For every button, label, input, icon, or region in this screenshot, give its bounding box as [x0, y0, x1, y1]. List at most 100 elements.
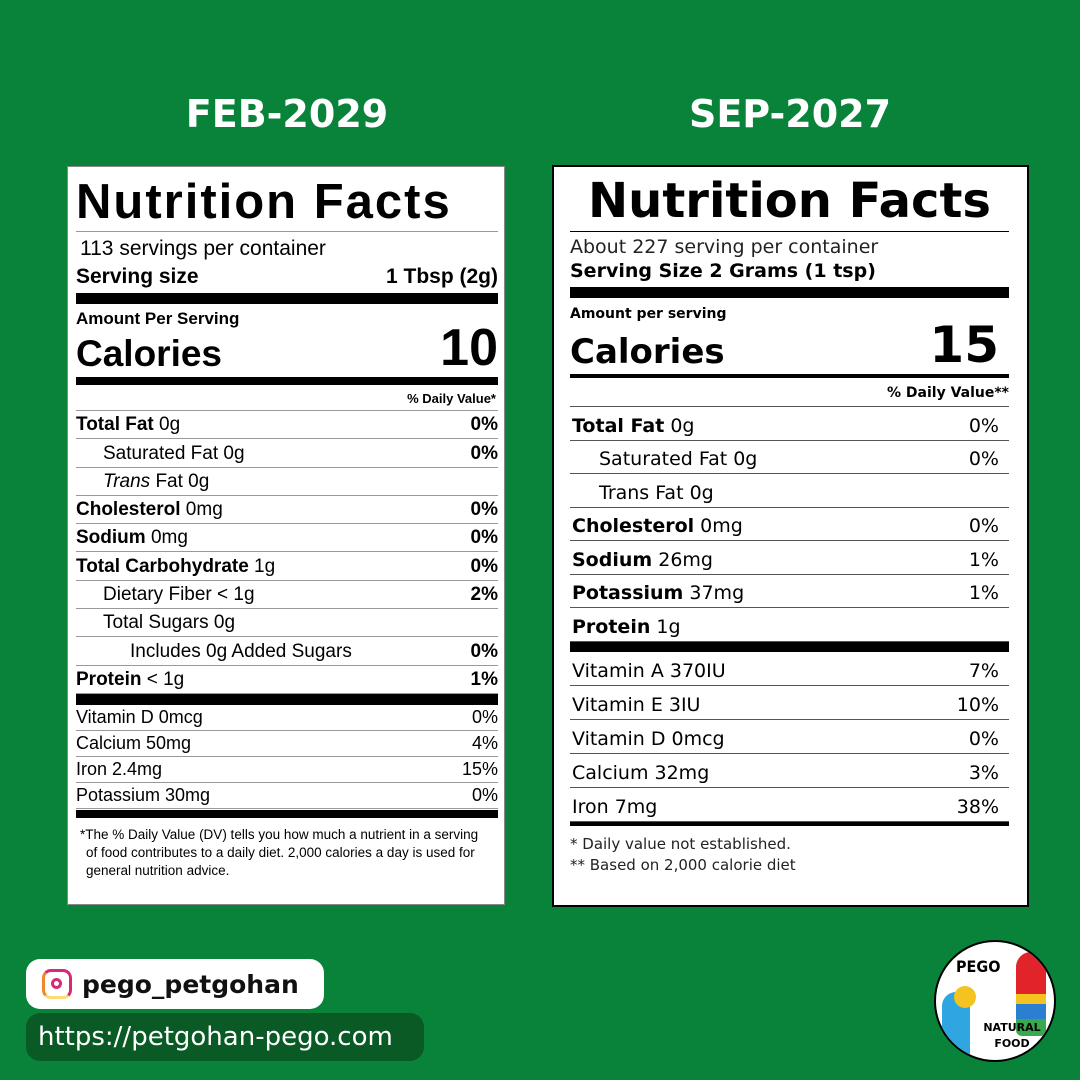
vitamin-name: Vitamin E 3IU	[572, 693, 701, 716]
nutrient-name: Protein	[76, 668, 142, 690]
calories-label: Calories	[570, 332, 725, 372]
nutrient-row: Total Carbohydrate 1g 0%	[76, 552, 498, 581]
serving-size: Serving Size 2 Grams (1 tsp)	[570, 260, 876, 282]
nutrient-row: Total Fat 0g 0%	[570, 407, 1009, 441]
right-nutrition-label: Nutrition Facts About 227 serving per co…	[552, 165, 1029, 907]
vitamin-name: Potassium 30mg	[76, 784, 211, 805]
nutrient-amount: 0mg	[180, 499, 223, 521]
nutrient-row: Includes 0g Added Sugars 0%	[76, 637, 498, 666]
vitamin-row: Calcium 50mg 4%	[76, 731, 498, 757]
nutrient-row: Total Sugars 0g	[76, 609, 498, 638]
nutrient-amount: 0g	[153, 414, 181, 436]
daily-value: 0%	[471, 706, 498, 727]
nutrient-row: Dietary Fiber < 1g 2%	[76, 581, 498, 610]
label-title: Nutrition Facts	[570, 171, 1009, 232]
nutrient-row: Cholesterol 0mg 0%	[76, 496, 498, 525]
nutrient-amount: Includes 0g Added Sugars	[130, 640, 352, 662]
daily-value: 0%	[470, 527, 498, 549]
nutrient-name: Sodium	[76, 527, 146, 549]
daily-value: 0%	[968, 515, 999, 537]
daily-value: 4%	[471, 732, 498, 753]
amount-per-serving: Amount per serving	[570, 306, 727, 322]
nutrient-amount: Saturated Fat 0g	[103, 442, 245, 464]
daily-value: 0%	[470, 555, 498, 577]
nutrient-name: Cholesterol	[572, 515, 695, 537]
vitamin-name: Vitamin A 370IU	[572, 659, 726, 682]
nutrient-amount: 0mg	[145, 527, 188, 549]
daily-value: 3%	[968, 761, 999, 784]
nutrient-amount: 0g	[664, 414, 695, 437]
nutrient-row: Potassium 37mg 1%	[570, 575, 1009, 608]
daily-value: 1%	[968, 582, 999, 604]
nutrient-amount: Trans Fat 0g	[599, 481, 714, 504]
instagram-handle[interactable]: pego_petgohan	[26, 959, 324, 1009]
vitamin-name: Iron 7mg	[572, 795, 658, 818]
nutrient-row: Sodium 26mg 1%	[570, 541, 1009, 575]
daily-value: 10%	[956, 693, 999, 716]
daily-value: 15%	[461, 758, 498, 779]
label-title: Nutrition Facts	[76, 173, 498, 232]
vitamin-row: Iron 7mg 38%	[570, 788, 1009, 822]
nutrient-amount: 0mg	[694, 515, 743, 537]
servings-per-container: 113 servings per container	[80, 237, 326, 260]
daily-value: 0%	[968, 448, 999, 470]
calories-label: Calories	[76, 333, 223, 374]
nutrient-amount: 26mg	[652, 548, 713, 571]
pego-logo: PEGO NATURAL FOOD	[934, 940, 1056, 1062]
nutrient-name: Total Fat	[76, 414, 154, 436]
nutrient-name: Total Carbohydrate	[76, 555, 249, 577]
vitamin-name: Calcium 32mg	[572, 761, 710, 784]
serving-size-value: 1 Tbsp (2g)	[385, 265, 498, 288]
left-date: FEB-2029	[185, 92, 389, 136]
right-date: SEP-2027	[688, 92, 892, 136]
dv-header: % Daily Value*	[76, 385, 498, 411]
nutrient-amount: Total Sugars 0g	[103, 612, 236, 634]
nutrient-row: Trans Fat 0g	[76, 468, 498, 496]
nutrient-amount: 1g	[650, 615, 681, 638]
daily-value: 0%	[470, 499, 498, 521]
daily-value: 1%	[470, 668, 498, 690]
footnote-2: ** Based on 2,000 calorie diet	[570, 855, 796, 874]
nutrient-amount: < 1g	[141, 668, 185, 690]
footnote: *The % Daily Value (DV) tells you how mu…	[80, 826, 479, 878]
nutrient-row: Trans Fat 0g	[570, 474, 1009, 508]
vitamin-row: Iron 2.4mg 15%	[76, 757, 498, 783]
daily-value: 0%	[968, 414, 999, 437]
nutrient-row: Saturated Fat 0g 0%	[570, 441, 1009, 474]
nutrient-row: Protein < 1g 1%	[76, 666, 498, 694]
vitamin-row: Potassium 30mg 0%	[76, 783, 498, 809]
nutrient-row: Total Fat 0g 0%	[76, 411, 498, 440]
nutrient-name: Cholesterol	[76, 499, 181, 521]
nutrient-amount: Dietary Fiber < 1g	[103, 584, 255, 606]
website-link[interactable]: https://petgohan-pego.com	[26, 1013, 424, 1061]
nutrient-row: Sodium 0mg 0%	[76, 524, 498, 553]
nutrient-name: Total Fat	[572, 414, 665, 437]
serving-size-label: Serving size	[76, 265, 199, 288]
amount-per-serving: Amount Per Serving	[76, 309, 240, 328]
nutrient-row: Protein 1g	[570, 608, 1009, 642]
vitamin-name: Calcium 50mg	[76, 732, 192, 753]
vitamin-name: Vitamin D 0mcg	[572, 727, 725, 750]
daily-value: 7%	[968, 659, 999, 682]
calories-value: 15	[929, 316, 999, 374]
vitamin-row: Vitamin E 3IU 10%	[570, 686, 1009, 720]
daily-value: 0%	[470, 414, 498, 436]
dv-header: % Daily Value**	[570, 378, 1009, 407]
vitamin-row: Calcium 32mg 3%	[570, 754, 1009, 788]
daily-value: 0%	[470, 442, 498, 464]
servings-per-container: About 227 serving per container	[570, 236, 879, 258]
footnote-1: * Daily value not established.	[570, 834, 791, 853]
calories-value: 10	[440, 319, 498, 377]
nutrient-name: Sodium	[572, 548, 653, 571]
left-nutrition-label: Nutrition Facts 113 servings per contain…	[67, 166, 505, 905]
nutrient-amount: 37mg	[683, 582, 745, 604]
vitamin-row: Vitamin D 0mcg 0%	[76, 705, 498, 731]
daily-value: 1%	[968, 548, 999, 571]
daily-value: 0%	[470, 640, 498, 662]
vitamin-row: Vitamin A 370IU 7%	[570, 652, 1009, 686]
nutrient-row: Cholesterol 0mg 0%	[570, 508, 1009, 541]
nutrient-amount: Saturated Fat 0g	[599, 448, 758, 470]
nutrient-name: Protein	[572, 615, 651, 638]
nutrient-amount: Fat 0g	[150, 470, 210, 492]
vitamin-name: Vitamin D 0mcg	[76, 706, 203, 727]
